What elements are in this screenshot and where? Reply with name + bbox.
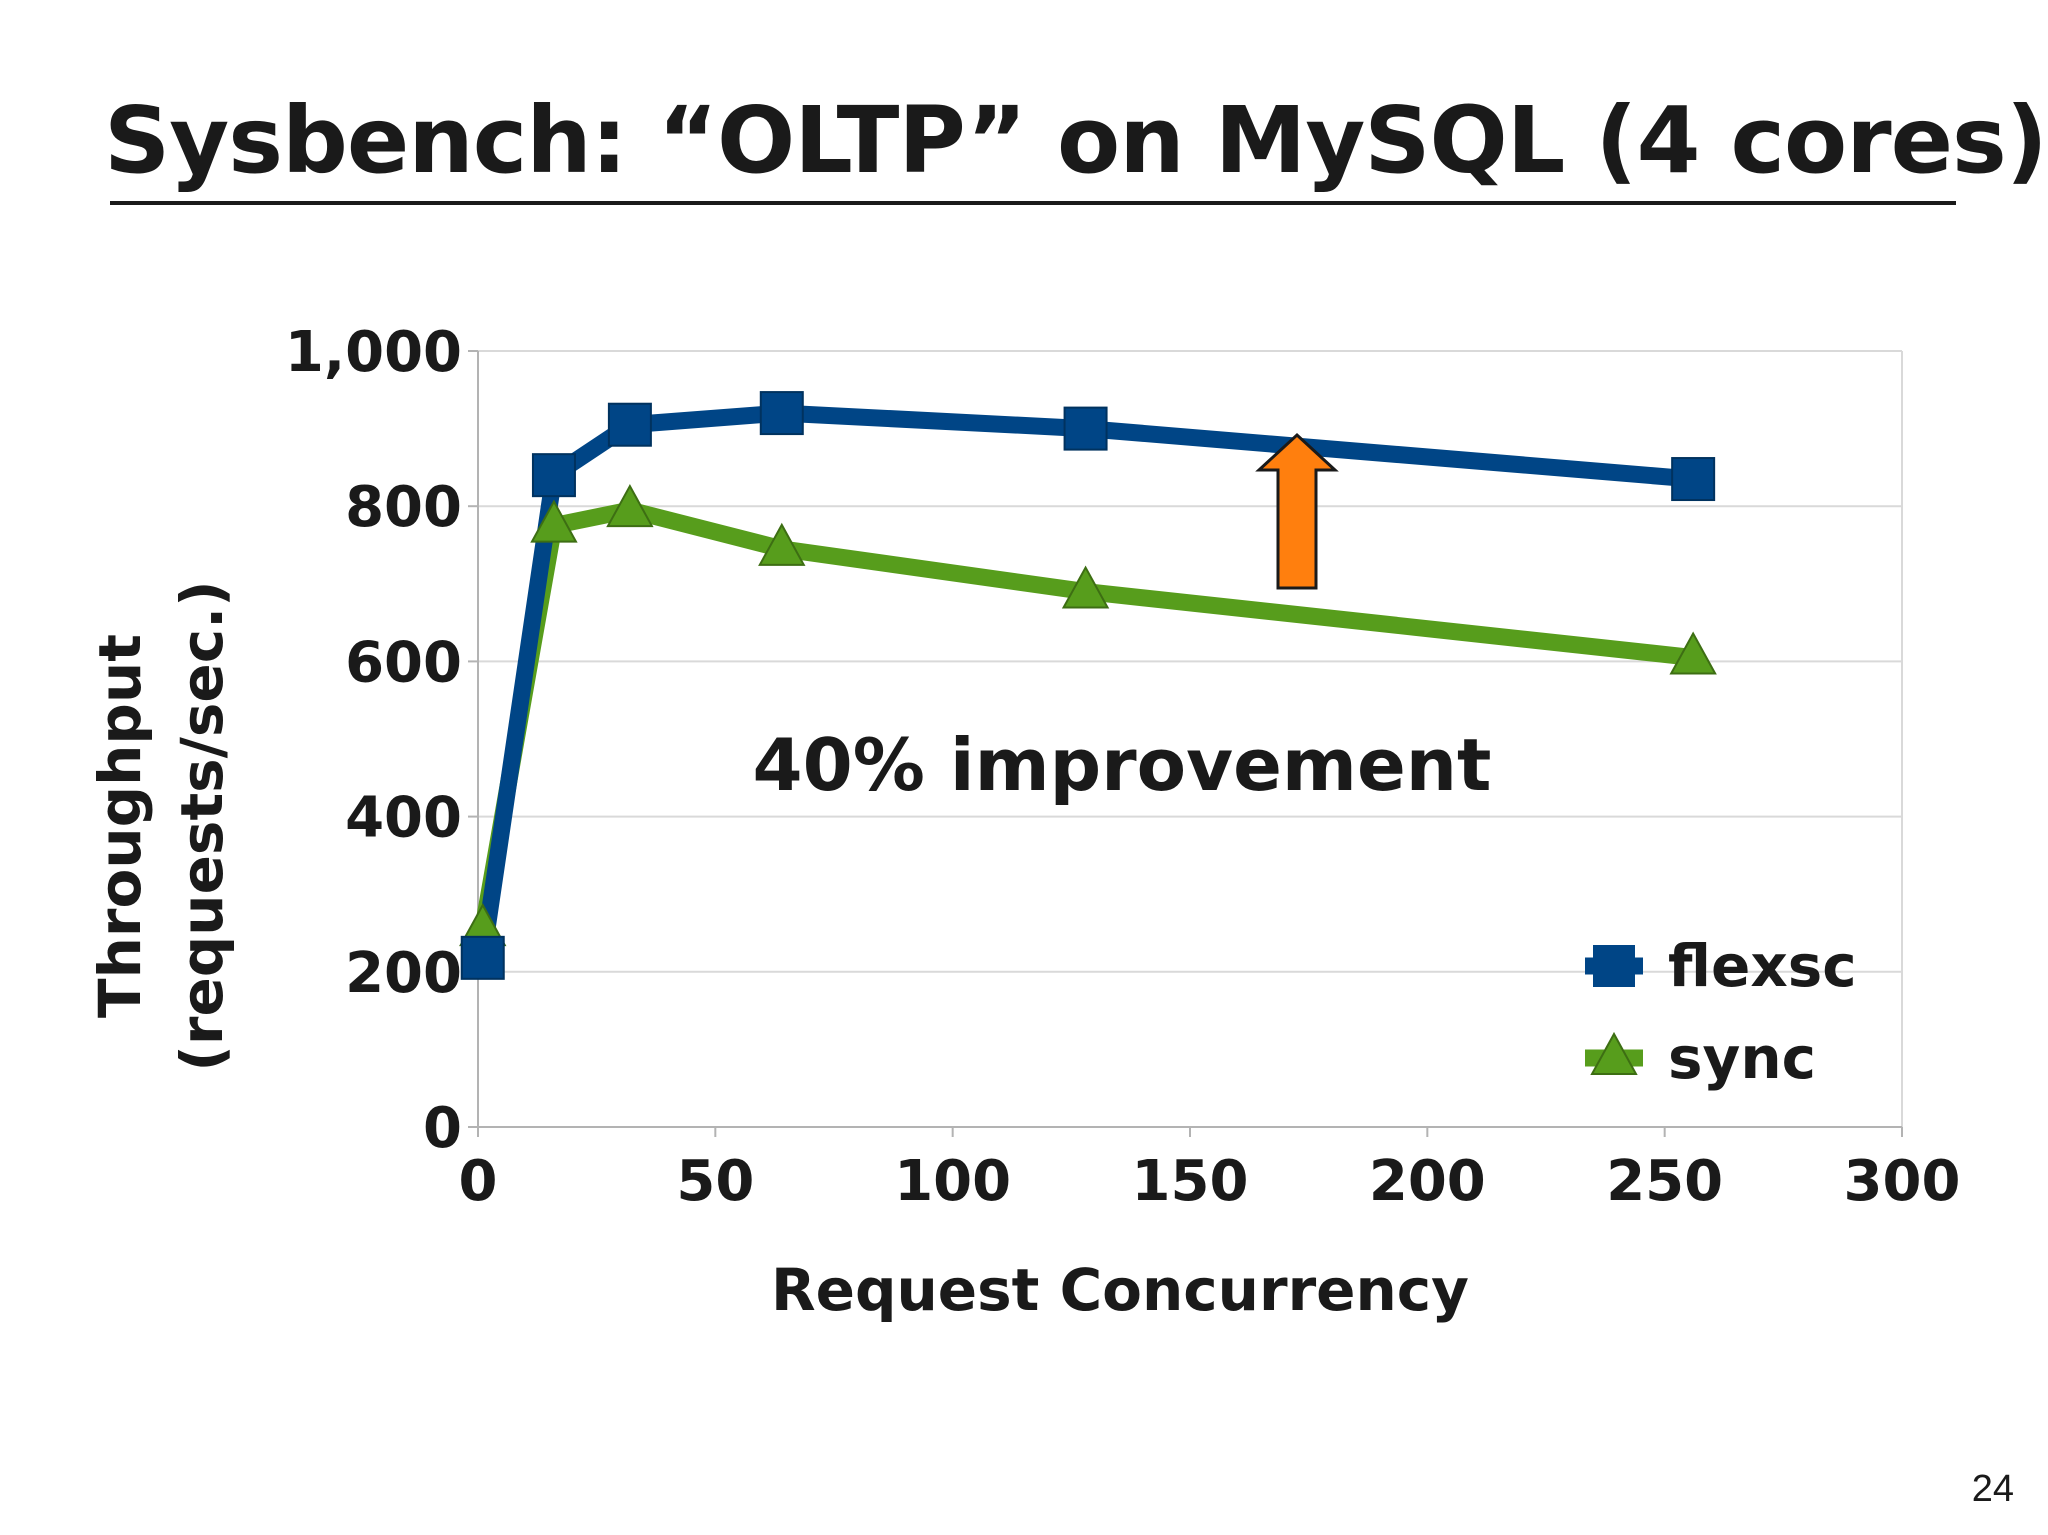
x-tick-labels: 0 50 100 150 200 250 300 [459,1127,1961,1214]
series-line-flexsc [474,404,1702,967]
legend: flexsc sync [1585,932,1857,1092]
y-tick-label-1: 200 [345,941,462,1006]
x-tick-label-5: 250 [1606,1149,1723,1214]
y-axis-title: Throughput (requests/sec.) [86,580,236,1071]
point-sync-3 [758,522,806,566]
point-flexsc-1 [531,453,576,498]
x-tick-label-3: 150 [1132,1149,1249,1214]
y-tick-label-0: 0 [423,1096,462,1161]
y-tick-label-5: 1,000 [285,320,462,385]
x-tick-label-1: 50 [676,1149,754,1214]
x-tick-label-0: 0 [459,1149,498,1214]
y-tick-label-3: 600 [345,630,462,695]
improvement-arrow-icon [1255,432,1339,590]
x-tick-label-4: 200 [1369,1149,1486,1214]
page-number: 24 [1971,1468,2014,1510]
x-tick-label-6: 300 [1844,1149,1961,1214]
markers [459,391,1717,980]
point-flexsc-3 [759,391,804,436]
point-flexsc-0 [460,935,505,980]
y-tick-label-4: 800 [345,475,462,540]
point-sync-4 [1061,565,1110,609]
improvement-annotation: 40% improvement [753,723,1492,807]
x-tick-label-2: 100 [894,1149,1011,1214]
point-sync-1 [530,499,578,543]
y-axis-title-line-2: (requests/sec.) [168,580,236,1071]
x-axis-title: Request Concurrency [771,1256,1469,1324]
legend-marker-flexsc [1593,945,1635,987]
legend-marker-sync [1590,1031,1638,1075]
slide-title: Sysbench: “OLTP” on MySQL (4 cores) [104,87,2048,194]
series [474,404,1702,967]
point-flexsc-5 [1671,457,1716,502]
y-axis-title-line-1: Throughput [86,634,154,1018]
y-tick-labels: 0 200 400 600 800 1,000 [285,320,478,1161]
point-sync-2 [606,484,654,528]
title-divider [110,201,1956,205]
point-sync-5 [1669,631,1717,675]
point-flexsc-4 [1063,406,1108,451]
point-flexsc-2 [607,402,652,447]
legend-label-sync: sync [1668,1024,1816,1092]
legend-label-flexsc: flexsc [1668,932,1857,1000]
y-tick-label-2: 400 [345,786,462,851]
